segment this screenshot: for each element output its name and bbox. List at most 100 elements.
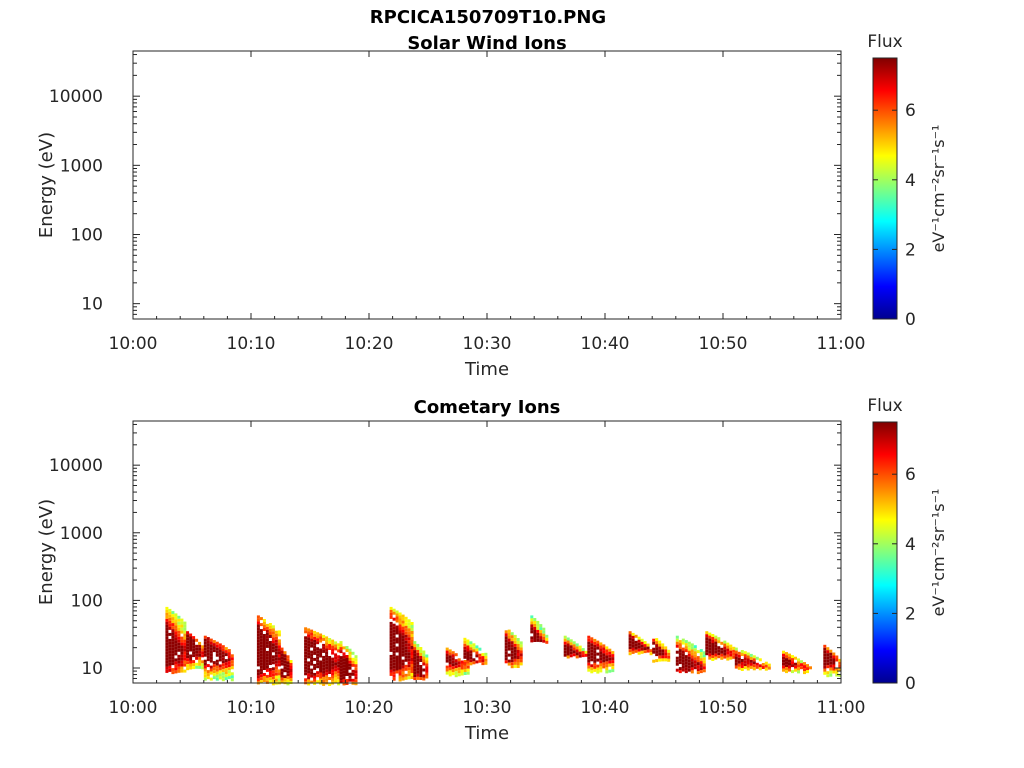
heatmap-cell bbox=[316, 653, 320, 657]
heatmap-cell bbox=[165, 606, 169, 610]
heatmap-cell bbox=[791, 670, 794, 674]
heatmap-cell bbox=[283, 654, 287, 658]
heatmap-cell bbox=[339, 665, 343, 669]
heatmap-cell bbox=[513, 640, 517, 644]
heatmap-cell bbox=[737, 651, 741, 655]
heatmap-cell bbox=[451, 666, 455, 670]
heatmap-cell bbox=[331, 639, 335, 643]
heatmap-cell bbox=[395, 670, 399, 674]
heatmap-cell bbox=[307, 628, 311, 632]
heatmap-cell bbox=[791, 664, 794, 668]
heatmap-cell bbox=[319, 675, 323, 679]
heatmap-cell bbox=[755, 662, 759, 666]
heatmap-cell bbox=[835, 673, 839, 677]
heatmap-cell bbox=[737, 666, 741, 670]
heatmap-cell bbox=[404, 667, 408, 671]
heatmap-cell bbox=[451, 663, 455, 667]
heatmap-cell bbox=[168, 620, 172, 624]
heatmap-cell bbox=[265, 641, 269, 645]
heatmap-cell bbox=[536, 620, 540, 624]
heatmap-cell bbox=[274, 669, 278, 673]
heatmap-cell bbox=[720, 650, 724, 654]
heatmap-cell bbox=[339, 677, 343, 681]
heatmap-cell bbox=[334, 680, 338, 684]
heatmap-cell bbox=[838, 667, 842, 671]
heatmap-cell bbox=[395, 613, 399, 617]
heatmap-cell bbox=[708, 635, 712, 639]
heatmap-cell bbox=[714, 650, 718, 654]
heatmap-cell bbox=[201, 648, 205, 652]
heatmap-cell bbox=[693, 657, 697, 661]
x-tick-label: 10:20 bbox=[345, 334, 394, 354]
heatmap-cell bbox=[734, 665, 738, 669]
heatmap-cell bbox=[717, 655, 721, 659]
heatmap-cell bbox=[507, 635, 511, 639]
heatmap-cell bbox=[714, 653, 718, 657]
x-axis-label: Time bbox=[464, 359, 509, 380]
heatmap-cell bbox=[533, 624, 537, 627]
heatmap-cell bbox=[740, 668, 744, 671]
heatmap-cell bbox=[507, 632, 511, 636]
heatmap-cell bbox=[186, 661, 190, 665]
heatmap-cell bbox=[203, 644, 207, 648]
heatmap-cell bbox=[171, 611, 175, 615]
heatmap-cell bbox=[823, 668, 827, 672]
heatmap-cell bbox=[171, 653, 175, 657]
heatmap-cell bbox=[829, 652, 833, 656]
heatmap-cell bbox=[743, 663, 747, 667]
heatmap-cell bbox=[268, 626, 272, 629]
heatmap-cell bbox=[590, 643, 594, 647]
heatmap-cell bbox=[265, 635, 269, 639]
heatmap-cell bbox=[463, 640, 467, 644]
heatmap-cell bbox=[717, 652, 721, 656]
heatmap-cell bbox=[203, 665, 207, 669]
heatmap-cell bbox=[398, 642, 402, 646]
heatmap-cell bbox=[389, 624, 393, 628]
heatmap-cell bbox=[189, 639, 193, 643]
heatmap-cell bbox=[280, 647, 284, 651]
heatmap-cell bbox=[416, 670, 420, 674]
heatmap-cell bbox=[262, 622, 266, 625]
heatmap-cell bbox=[256, 639, 260, 643]
heatmap-cell bbox=[729, 650, 733, 654]
heatmap-cell bbox=[209, 677, 213, 681]
heatmap-cell bbox=[201, 666, 205, 670]
heatmap-cell bbox=[454, 662, 458, 666]
heatmap-cell bbox=[177, 645, 181, 649]
heatmap-cell bbox=[711, 646, 715, 649]
heatmap-cell bbox=[469, 659, 473, 663]
heatmap-cell bbox=[699, 649, 703, 653]
heatmap-cell bbox=[740, 662, 744, 665]
heatmap-cell bbox=[823, 644, 827, 648]
heatmap-cell bbox=[392, 629, 396, 633]
heatmap-cell bbox=[265, 644, 269, 648]
heatmap-cell bbox=[392, 668, 396, 672]
heatmap-cell bbox=[723, 652, 727, 656]
heatmap-cell bbox=[354, 664, 358, 668]
heatmap-cell bbox=[218, 664, 222, 668]
x-tick-label: 10:00 bbox=[109, 698, 158, 718]
heatmap-cell bbox=[268, 653, 272, 656]
heatmap-cell bbox=[826, 653, 830, 657]
heatmap-cell bbox=[271, 634, 275, 638]
heatmap-cell bbox=[268, 680, 272, 683]
heatmap-cell bbox=[602, 659, 606, 663]
heatmap-cell bbox=[634, 640, 638, 644]
heatmap-cell bbox=[516, 653, 520, 656]
heatmap-cell bbox=[203, 662, 207, 666]
heatmap-cell bbox=[313, 645, 317, 649]
heatmap-cell bbox=[316, 635, 320, 639]
heatmap-cell bbox=[177, 621, 181, 625]
heatmap-cell bbox=[599, 663, 603, 667]
heatmap-cell bbox=[286, 673, 290, 677]
heatmap-cell bbox=[826, 659, 830, 663]
heatmap-cell bbox=[539, 624, 543, 628]
heatmap-cell bbox=[265, 677, 269, 681]
heatmap-cell bbox=[259, 638, 263, 642]
heatmap-cell bbox=[643, 644, 647, 648]
heatmap-cell bbox=[171, 650, 175, 654]
heatmap-cell bbox=[726, 651, 730, 655]
heatmap-cell bbox=[227, 649, 231, 653]
heatmap-cell bbox=[389, 669, 393, 673]
heatmap-cell bbox=[684, 640, 688, 644]
